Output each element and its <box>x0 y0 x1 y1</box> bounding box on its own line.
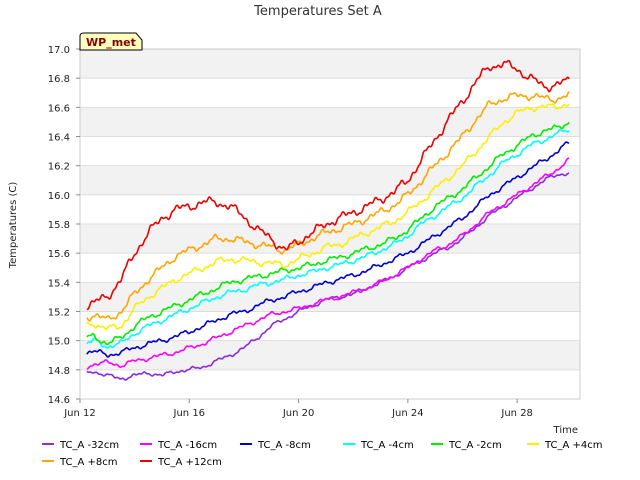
plot-band <box>80 194 580 224</box>
y-axis-label: Temperatures (C) <box>8 182 19 270</box>
y-tick-label: 15.6 <box>48 249 70 260</box>
legend-label: TC_A +4cm <box>544 440 603 451</box>
x-tick-label: Jun 12 <box>63 408 96 419</box>
plot-band <box>80 107 580 137</box>
legend-label: TC_A -32cm <box>59 440 119 451</box>
legend-label: TC_A -2cm <box>448 440 502 451</box>
x-tick-label: Jun 16 <box>173 408 206 419</box>
y-tick-label: 14.8 <box>48 366 70 377</box>
y-tick-label: 16.6 <box>48 103 70 114</box>
series-layer <box>86 59 570 381</box>
legend: TC_A -32cm TC_A -16cm TC_A -8cm TC_A -4cm TC… <box>42 440 603 468</box>
plot-band <box>80 224 580 254</box>
legend-label: TC_A -8cm <box>257 440 311 451</box>
chart-title: Temperatures Set A <box>253 4 382 19</box>
series-line <box>86 59 570 311</box>
plot-band <box>80 340 580 370</box>
y-tick-label: 15.0 <box>48 337 70 348</box>
y-tick-label: 15.8 <box>48 220 70 231</box>
x-axis-label: Time <box>553 425 578 436</box>
series-line <box>86 103 570 331</box>
series-line <box>86 141 570 358</box>
station-badge: WP_met <box>79 32 143 51</box>
y-tick-label: 14.6 <box>48 395 70 406</box>
y-tick-label: 17.0 <box>48 45 70 56</box>
x-tick-label: Jun 24 <box>391 408 424 419</box>
legend-label: TC_A +12cm <box>157 457 222 468</box>
series-line <box>86 91 570 322</box>
station-badge-label: WP_met <box>86 36 136 49</box>
station-badge-box <box>79 32 143 51</box>
y-tick-label: 16.4 <box>48 133 70 144</box>
plot-band <box>80 165 580 195</box>
plot-band <box>80 136 580 166</box>
legend-label: TC_A -16cm <box>157 440 217 451</box>
x-tick-label: Jun 28 <box>500 408 533 419</box>
y-tick-label: 16.0 <box>48 191 70 202</box>
series-line <box>86 128 570 349</box>
x-axis-ticks: Jun 12 Jun 16 Jun 20 Jun 24 Jun 28 <box>63 399 533 419</box>
x-tick-label: Jun 20 <box>282 408 315 419</box>
y-tick-label: 15.4 <box>48 278 70 289</box>
series-line <box>86 121 570 346</box>
y-tick-label: 16.2 <box>48 162 70 173</box>
plot-band <box>80 311 580 341</box>
y-axis-ticks: 14.6 14.8 15.0 15.2 15.4 15.6 15.8 16.0 16.2 16.4… <box>48 45 80 406</box>
legend-label: TC_A +8cm <box>59 457 118 468</box>
y-tick-label: 15.2 <box>48 308 70 319</box>
y-tick-label: 16.8 <box>48 74 70 85</box>
plot-band <box>80 78 580 108</box>
series-line <box>86 157 570 370</box>
plot-band <box>80 49 580 79</box>
legend-label: TC_A -4cm <box>360 440 414 451</box>
